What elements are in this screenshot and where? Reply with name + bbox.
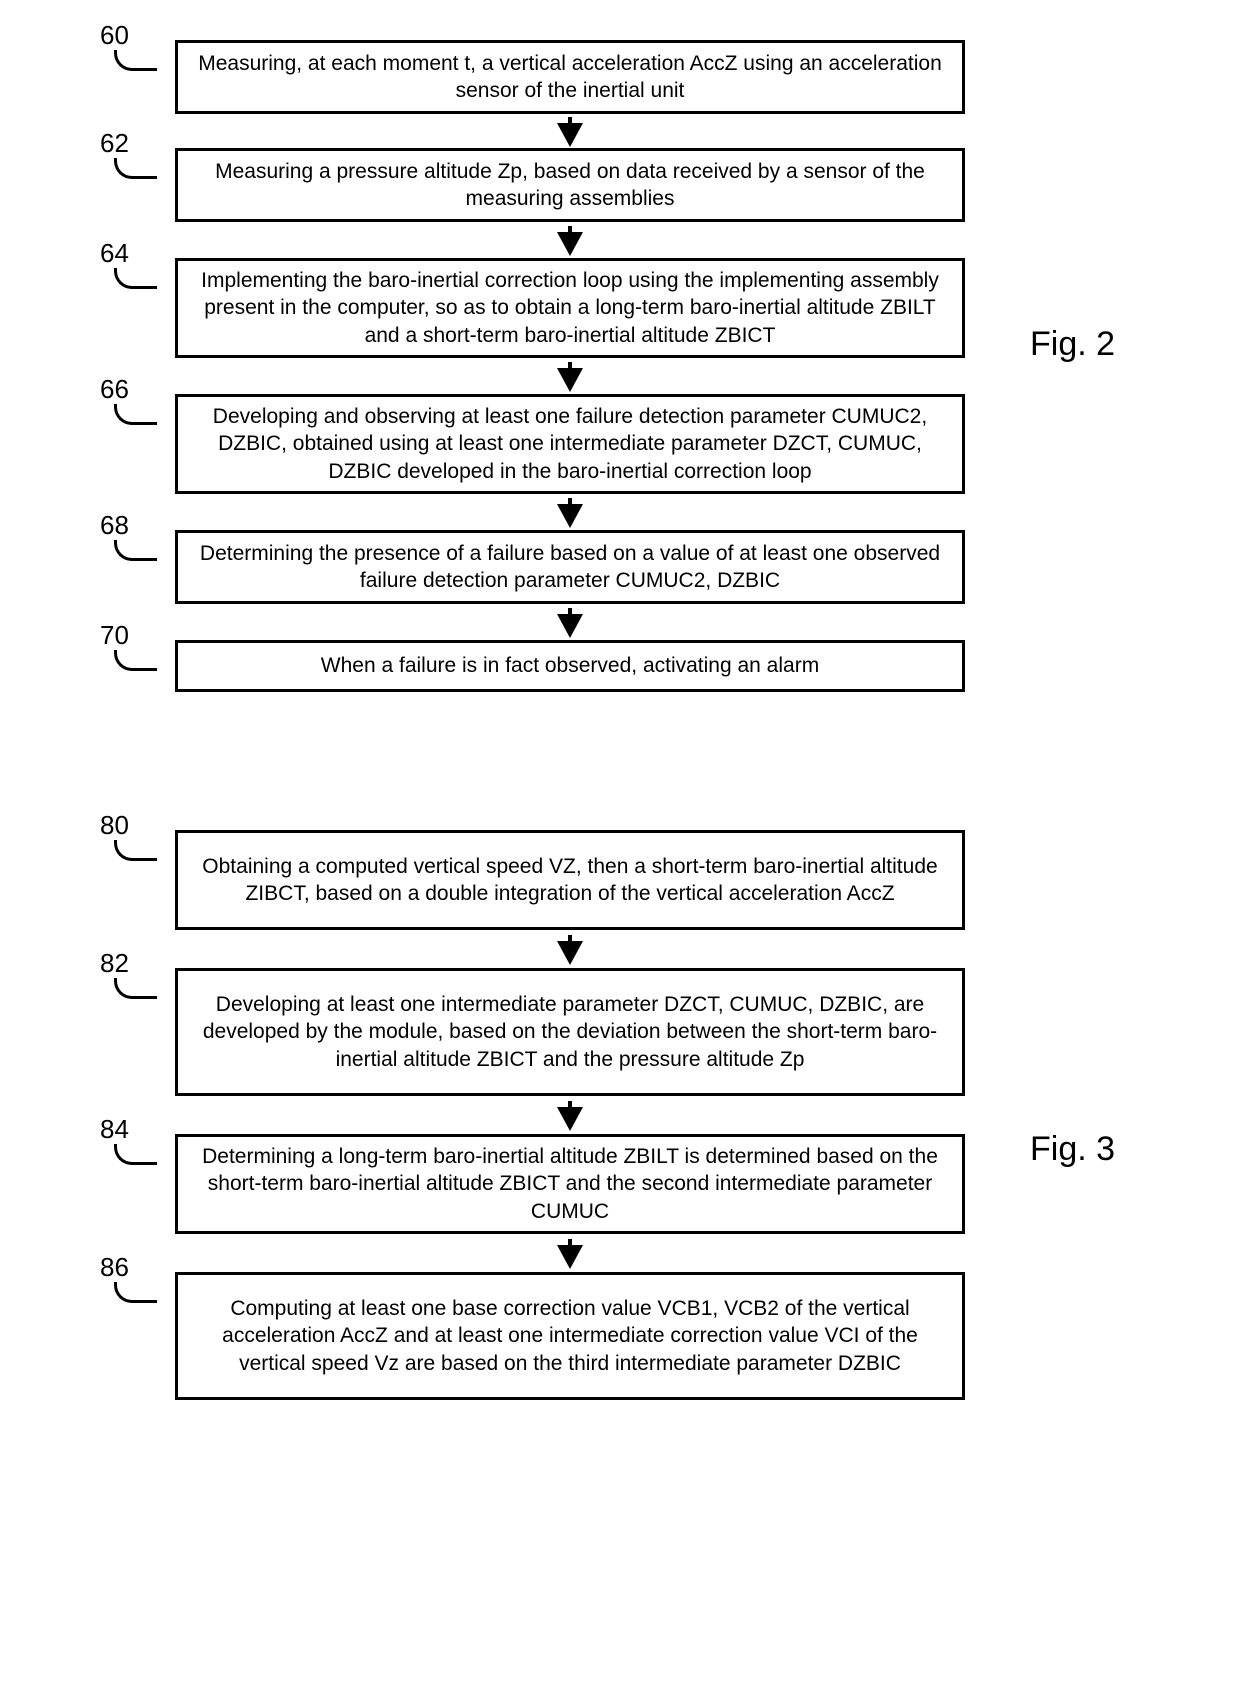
down-arrow-icon <box>557 504 583 528</box>
flowchart-box: Measuring, at each moment t, a vertical … <box>175 40 965 114</box>
step-number-label: 68 <box>100 510 129 541</box>
step-number-label: 66 <box>100 374 129 405</box>
step-number-label: 84 <box>100 1114 129 1145</box>
step-number-label: 62 <box>100 128 129 159</box>
flowchart-box-text: Developing at least one intermediate par… <box>198 991 942 1073</box>
flowchart-box: Measuring a pressure altitude Zp, based … <box>175 148 965 222</box>
flowchart-box-text: Implementing the baro-inertial correctio… <box>198 267 942 349</box>
step-connector <box>114 840 157 861</box>
step-connector <box>114 650 157 671</box>
down-arrow-icon <box>557 941 583 965</box>
step-connector <box>114 540 157 561</box>
down-arrow-icon <box>557 1107 583 1131</box>
flowchart-box: Determining a long-term baro-inertial al… <box>175 1134 965 1234</box>
flowchart-box: When a failure is in fact observed, acti… <box>175 640 965 692</box>
step-connector <box>114 268 157 289</box>
step-number-label: 60 <box>100 20 129 51</box>
flowchart-box-text: Computing at least one base correction v… <box>198 1295 942 1377</box>
step-connector <box>114 978 157 999</box>
flowchart-box-text: Measuring a pressure altitude Zp, based … <box>198 158 942 213</box>
step-connector <box>114 1144 157 1165</box>
flowchart-box: Developing at least one intermediate par… <box>175 968 965 1096</box>
flowchart-box: Developing and observing at least one fa… <box>175 394 965 494</box>
step-number-label: 86 <box>100 1252 129 1283</box>
figure-label: Fig. 2 <box>1030 325 1115 364</box>
flowchart-box-text: Measuring, at each moment t, a vertical … <box>198 50 942 105</box>
down-arrow-icon <box>557 123 583 147</box>
flowchart-box-text: Determining a long-term baro-inertial al… <box>198 1143 942 1225</box>
step-connector <box>114 158 157 179</box>
step-number-label: 70 <box>100 620 129 651</box>
flowchart-box-text: Obtaining a computed vertical speed VZ, … <box>198 853 942 908</box>
flowchart-box-text: Determining the presence of a failure ba… <box>198 540 942 595</box>
down-arrow-icon <box>557 614 583 638</box>
step-number-label: 82 <box>100 948 129 979</box>
flowchart-box: Determining the presence of a failure ba… <box>175 530 965 604</box>
figure-label: Fig. 3 <box>1030 1130 1115 1169</box>
flowchart-box-text: When a failure is in fact observed, acti… <box>321 652 819 679</box>
flowchart-box: Implementing the baro-inertial correctio… <box>175 258 965 358</box>
step-number-label: 64 <box>100 238 129 269</box>
down-arrow-icon <box>557 1245 583 1269</box>
flowchart-box-text: Developing and observing at least one fa… <box>198 403 942 485</box>
step-connector <box>114 404 157 425</box>
step-number-label: 80 <box>100 810 129 841</box>
flowchart-box: Computing at least one base correction v… <box>175 1272 965 1400</box>
step-connector <box>114 1282 157 1303</box>
step-connector <box>114 50 157 71</box>
down-arrow-icon <box>557 232 583 256</box>
flowchart-box: Obtaining a computed vertical speed VZ, … <box>175 830 965 930</box>
down-arrow-icon <box>557 368 583 392</box>
